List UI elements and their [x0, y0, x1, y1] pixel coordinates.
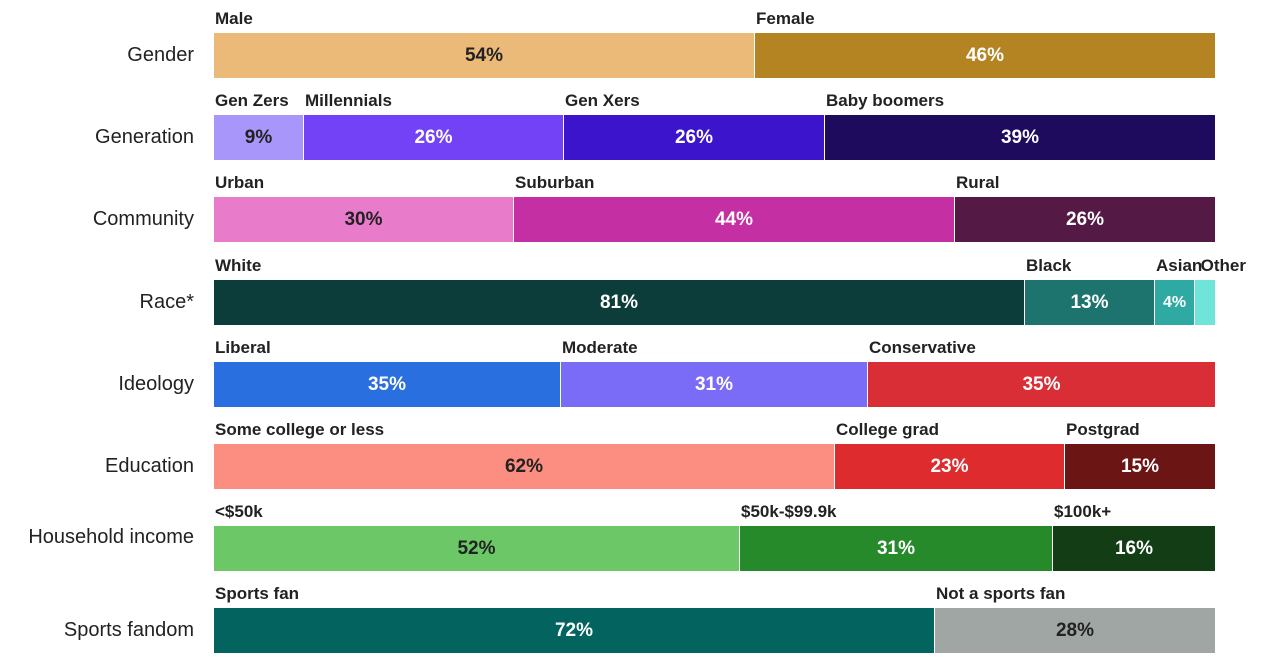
- segment-label: White: [215, 256, 262, 275]
- bar-segment: 15%: [1065, 444, 1215, 489]
- segment-label: Other: [1200, 256, 1246, 275]
- segment-label: Suburban: [515, 173, 595, 192]
- segment-label: Urban: [215, 173, 265, 192]
- segment-label: Female: [756, 9, 815, 28]
- segment-label: Moderate: [562, 338, 638, 357]
- segment-label: College grad: [836, 420, 939, 439]
- bar-segment: 35%: [214, 362, 561, 407]
- segment-label: Gen Zers: [215, 91, 289, 110]
- bar-segment: 13%: [1025, 280, 1155, 325]
- segment-label: $100k+: [1054, 502, 1112, 521]
- segment-label: <$50k: [215, 502, 263, 521]
- segment-label: Not a sports fan: [936, 584, 1066, 603]
- bar-segment: 16%: [1053, 526, 1215, 571]
- row-label: Generation: [95, 126, 194, 148]
- row-label: Race*: [139, 291, 194, 313]
- bar-segment: 62%: [214, 444, 835, 489]
- bar-segment: 46%: [755, 33, 1215, 78]
- bar-segment: 26%: [955, 197, 1215, 242]
- bar-segment: 28%: [935, 608, 1215, 653]
- segment-label: $50k-$99.9k: [741, 502, 837, 521]
- bar-segment: 52%: [214, 526, 740, 571]
- bar-segment: 81%: [214, 280, 1025, 325]
- segment-label: Black: [1026, 256, 1072, 275]
- row-label: Household income: [28, 526, 194, 548]
- bar-segment: 72%: [214, 608, 935, 653]
- bar-segment: 4%: [1155, 280, 1195, 325]
- bar-segment: 35%: [868, 362, 1215, 407]
- segment-label: Rural: [956, 173, 1000, 192]
- bar-segment: 26%: [304, 115, 564, 160]
- segment-label: Some college or less: [215, 420, 385, 439]
- bar-segment: [1195, 280, 1215, 325]
- segment-label: Liberal: [215, 338, 271, 357]
- segment-label: Male: [215, 9, 253, 28]
- bar-segment: 44%: [514, 197, 955, 242]
- row-label: Ideology: [118, 373, 194, 395]
- segment-label: Gen Xers: [565, 91, 640, 110]
- segment-label: Sports fan: [215, 584, 300, 603]
- bar-segment: 54%: [214, 33, 755, 78]
- bar-segment: 30%: [214, 197, 514, 242]
- bar-segment: 39%: [825, 115, 1215, 160]
- segment-label: Postgrad: [1066, 420, 1140, 439]
- bar-segment: 31%: [561, 362, 868, 407]
- bar-segment: 31%: [740, 526, 1053, 571]
- bar-segment: 9%: [214, 115, 304, 160]
- row-label: Sports fandom: [63, 619, 194, 641]
- row-label: Education: [105, 455, 194, 477]
- row-label: Gender: [127, 44, 194, 66]
- segment-label: Baby boomers: [826, 91, 945, 110]
- segment-label: Asian: [1156, 256, 1203, 275]
- bar-segment: 26%: [564, 115, 825, 160]
- segment-label: Conservative: [869, 338, 976, 357]
- bar-segment: 23%: [835, 444, 1065, 489]
- row-label: Community: [92, 208, 194, 230]
- segment-label: Millennials: [305, 91, 392, 110]
